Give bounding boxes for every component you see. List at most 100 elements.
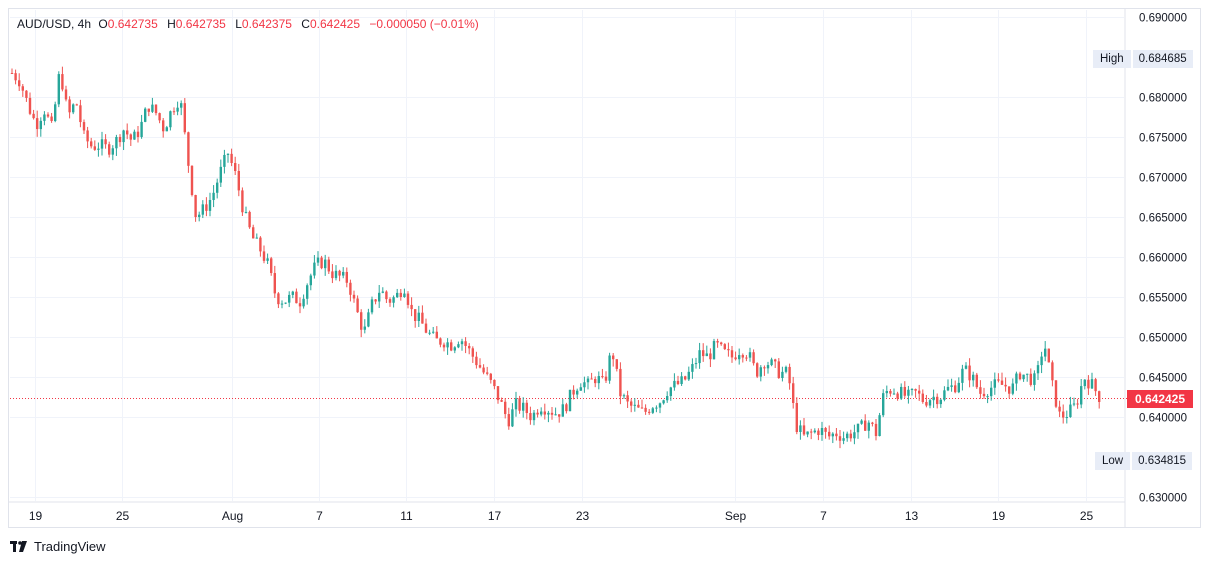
candle-body	[417, 312, 420, 321]
candle-body	[223, 154, 226, 167]
candle-body	[435, 331, 438, 339]
candle-body	[986, 396, 989, 398]
candle-body	[1044, 348, 1047, 357]
candle-body	[957, 382, 960, 393]
candle-body	[536, 412, 539, 415]
candle-body	[244, 211, 248, 213]
candle-body	[410, 304, 413, 310]
tradingview-brand[interactable]: TradingView	[10, 539, 106, 554]
candle-body	[702, 350, 705, 357]
candle-body	[432, 331, 435, 333]
candle-body	[882, 393, 885, 416]
candle-body	[630, 401, 633, 406]
price-tick-label: 0.630000	[1139, 493, 1187, 505]
candle-body	[586, 378, 590, 383]
candle-body	[799, 425, 802, 432]
price-tick-label: 0.675000	[1139, 133, 1187, 145]
high-marker-value: 0.684685	[1132, 50, 1193, 68]
candle-body	[194, 195, 197, 218]
candle-body	[727, 349, 730, 351]
candle-body	[745, 357, 748, 359]
candle-body	[133, 131, 136, 140]
high-marker-label: High	[1093, 50, 1131, 68]
candle-body	[334, 270, 338, 279]
price-tick-label: 0.650000	[1139, 333, 1187, 345]
candle-body	[558, 414, 561, 417]
open-value: 0.642735	[107, 17, 158, 31]
candle-body	[648, 411, 651, 413]
candle-body	[529, 413, 532, 421]
candle-body	[900, 386, 903, 399]
candle-body	[972, 374, 975, 381]
low-marker: Low 0.634815	[1095, 452, 1193, 470]
candle-body	[730, 350, 734, 358]
candle-body	[208, 200, 212, 211]
candle-body	[633, 404, 636, 406]
candle-body	[262, 251, 266, 261]
candle-body	[406, 293, 410, 305]
candle-body	[892, 393, 896, 395]
candle-body	[604, 376, 608, 381]
candle-body	[403, 293, 406, 297]
candle-body	[424, 323, 428, 333]
time-tick-label: 11	[400, 509, 413, 523]
candle-body	[1083, 379, 1086, 387]
candle-body	[129, 134, 132, 140]
candle-body	[525, 402, 528, 414]
candle-body	[86, 130, 89, 142]
candle-body	[810, 431, 813, 433]
candle-body	[360, 312, 363, 330]
candle-body	[316, 257, 320, 263]
candle-body	[198, 214, 201, 218]
candle-body	[885, 390, 888, 394]
symbol-label[interactable]: AUD/USD, 4h	[17, 17, 92, 31]
candle-body	[597, 376, 600, 384]
candle-body	[615, 359, 618, 369]
candle-body	[511, 409, 514, 427]
candle-body	[676, 380, 680, 384]
candle-body	[982, 393, 986, 397]
candle-body	[950, 385, 953, 387]
candle-body	[212, 192, 215, 201]
candle-body	[298, 303, 302, 307]
low-marker-label: Low	[1095, 452, 1131, 470]
candle-body	[691, 364, 694, 372]
candle-body	[651, 408, 654, 413]
candle-body	[849, 433, 852, 439]
candle-body	[813, 430, 816, 433]
last-price-badge: 0.642425	[1127, 390, 1193, 408]
ohlc-legend: AUD/USD, 4h O0.642735 H0.642735 L0.64237…	[17, 17, 485, 31]
candle-body	[374, 299, 377, 302]
price-tick-label: 0.660000	[1139, 253, 1187, 265]
candle-body	[1051, 362, 1054, 381]
candle-body	[190, 165, 194, 196]
candle-body	[392, 297, 395, 303]
candle-body	[975, 374, 978, 388]
low-value: 0.642375	[241, 17, 292, 31]
candle-body	[1069, 404, 1072, 418]
candle-body	[1098, 391, 1101, 402]
candle-body	[964, 365, 968, 369]
candle-body	[712, 341, 716, 360]
candle-body	[756, 363, 759, 377]
time-tick-label: 25	[1080, 509, 1094, 523]
candle-body	[500, 400, 503, 402]
candle-body	[961, 368, 964, 383]
candle-body	[720, 342, 723, 345]
time-tick-label: 19	[29, 509, 43, 523]
candle-body	[594, 379, 597, 384]
candle-body	[871, 422, 874, 424]
candle-body	[176, 107, 179, 112]
candle-body	[46, 114, 50, 117]
price-axis: 0.690000 0.680000 0.675000 0.670000 0.665000…	[1139, 13, 1187, 505]
candle-body	[342, 271, 345, 276]
candle-body	[126, 130, 129, 135]
candle-body	[478, 365, 482, 368]
candle-body	[1036, 365, 1040, 374]
candle-body	[421, 312, 424, 324]
candle-body	[583, 382, 586, 388]
candle-body	[388, 299, 392, 303]
time-tick-label: 25	[116, 509, 130, 523]
candle-body	[118, 136, 122, 143]
